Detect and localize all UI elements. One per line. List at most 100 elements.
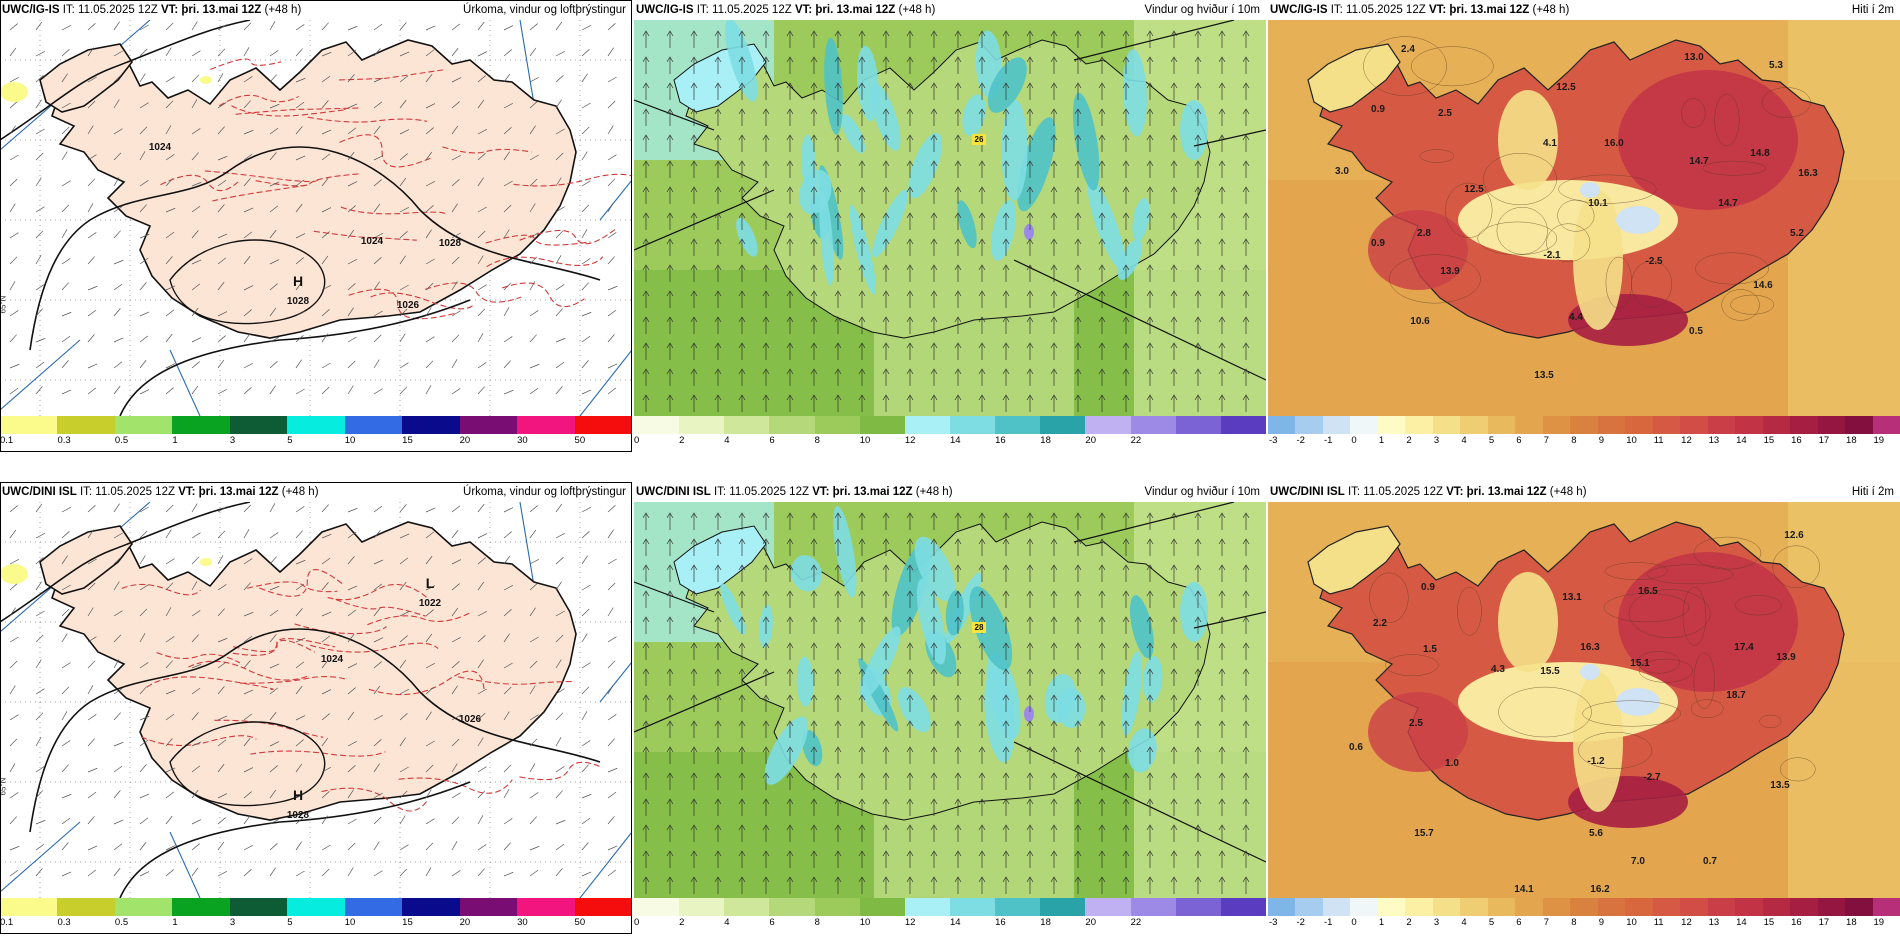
colorbar-tick-label: 0.1 (0, 917, 14, 928)
colorbar-tick-label: 10 (1626, 917, 1637, 928)
valid-time: VT: þri. 13.mai 12Z (178, 486, 279, 498)
colorbar-tick-label: 8 (1571, 435, 1577, 446)
colorbar-swatch (1085, 898, 1131, 916)
colorbar-tick-label: 0 (634, 435, 640, 446)
map-panel-dini-precip: UWC/DINI ISL IT: 11.05.2025 12Z VT: þri.… (0, 482, 632, 934)
temperature-value: 13.0 (1684, 52, 1704, 63)
colorbar (0, 416, 632, 434)
colorbar-tick-label: 16 (995, 435, 1006, 446)
temperature-value: 16.5 (1638, 586, 1658, 597)
colorbar-tick-label: 19 (1873, 435, 1885, 446)
map-area: 12.6 0.9 13.1 16.5 2.2 1.5 4.3 15.5 16.3 15.1 17.4… (1268, 502, 1900, 898)
colorbar-ticks: -3 -2 -1 0 1 2 3 4 5 6 7 8 9 10 11 12 13 14 15 16 17 18 19 (1268, 916, 1900, 930)
colorbar-swatch (1268, 416, 1296, 434)
init-time: IT: 11.05.2025 12Z (79, 486, 179, 498)
colorbar (1268, 416, 1900, 434)
colorbar-swatch (949, 898, 996, 916)
temperature-value: -2.7 (1643, 772, 1661, 783)
colorbar-swatch (814, 898, 860, 916)
panel-title: Hiti í 2m (1851, 4, 1894, 16)
temperature-value: 16.2 (1590, 884, 1610, 895)
temperature-value: 14.6 (1753, 280, 1773, 291)
colorbar-tick-label: 12 (904, 917, 916, 928)
lead-time: (+48 h) (1532, 4, 1570, 16)
colorbar-tick-label: 0.5 (114, 917, 129, 928)
temperature-value: 16.3 (1580, 642, 1600, 653)
colorbar-swatch (402, 898, 460, 916)
pressure-label: 1022 (419, 598, 442, 609)
colorbar-tick-label: 5 (1488, 917, 1495, 928)
colorbar-swatch (634, 416, 680, 434)
map-area: 2.4 13.0 5.3 0.9 2.5 12.5 4.1 16.0 14.7 14.8 16.3 3… (1268, 20, 1900, 416)
temperature-value: 13.9 (1776, 652, 1796, 663)
colorbar-swatch (1432, 898, 1461, 916)
temperature-value: 4.4 (1569, 312, 1583, 323)
temperature-isolines (121, 569, 603, 812)
colorbar (0, 898, 632, 916)
colorbar-tick-label: 14 (950, 435, 961, 446)
colorbar-tick-label: 1 (172, 435, 178, 446)
max-gust-value: 26 (975, 135, 984, 144)
colorbar-tick-label: 20 (459, 435, 471, 446)
colorbar-swatch (0, 898, 58, 916)
panel-title: Úrkoma, vindur og loftþrýstingur (463, 486, 626, 498)
colorbar-swatch (1872, 416, 1900, 434)
colorbar-swatch (1845, 898, 1873, 916)
colorbar-swatch (1487, 898, 1516, 916)
colorbar-swatch (1707, 416, 1736, 434)
colorbar-tick-label: 4 (724, 435, 730, 446)
colorbar-tick-label: 7 (1543, 435, 1550, 446)
temperature-value: 0.9 (1371, 104, 1385, 115)
panel-header: UWC/IG-IS IT: 11.05.2025 12Z VT: þri. 13… (636, 0, 1260, 20)
colorbar-swatch (114, 416, 173, 434)
map-panel-dini-temp: UWC/DINI ISL IT: 11.05.2025 12Z VT: þri.… (1268, 482, 1900, 934)
colorbar-tick-label: -3 (1269, 435, 1278, 446)
colorbar-swatch (1460, 416, 1488, 434)
colorbar-tick-label: 13 (1708, 917, 1720, 928)
valid-time: VT: þri. 13.mai 12Z (812, 486, 913, 498)
max-gust-badge (972, 622, 986, 633)
map-area: H 1028 1024 1024 1028 1026 (0, 20, 632, 416)
colorbar-tick-label: 22 (1130, 917, 1142, 928)
temperature-value: 12.6 (1784, 530, 1804, 541)
temperature-value: 16.3 (1798, 168, 1818, 179)
colorbar-swatch (1790, 898, 1818, 916)
colorbar-tick-label: 1 (1378, 917, 1385, 928)
colorbar-swatch (1515, 416, 1543, 434)
temperature-value: -2.5 (1645, 256, 1663, 267)
init-time: IT: 11.05.2025 12Z (1347, 486, 1447, 498)
temperature-value: 17.4 (1734, 642, 1754, 653)
colorbar-swatch (859, 898, 905, 916)
colorbar-swatch (1570, 898, 1598, 916)
colorbar-swatch (1735, 416, 1763, 434)
gust-areas (634, 20, 1266, 381)
colorbar-swatch (574, 416, 632, 434)
isotherms (1369, 536, 1820, 782)
colorbar-swatch (1405, 898, 1433, 916)
temperature-value: 5.6 (1589, 828, 1603, 839)
colorbar-swatch (574, 898, 632, 916)
model-name: UWC/IG-IS (636, 4, 694, 16)
colorbar-swatch (814, 416, 860, 434)
colorbar-tick-label: 16 (1791, 435, 1802, 446)
panel-header: UWC/DINI ISL IT: 11.05.2025 12Z VT: þri.… (636, 482, 1260, 502)
temperature-value: 2.8 (1417, 228, 1431, 239)
temperature-value: 14.7 (1718, 198, 1738, 209)
colorbar-tick-label: 3 (229, 917, 236, 928)
colorbar-tick-label: 17 (1818, 435, 1830, 446)
valid-time: VT: þri. 13.mai 12Z (160, 4, 262, 16)
colorbar-tick-label: 0 (634, 917, 640, 928)
colorbar-swatch (229, 898, 288, 916)
init-time: IT: 11.05.2025 12Z (713, 486, 813, 498)
precip-area (200, 558, 212, 566)
temperature-value: 13.1 (1562, 592, 1582, 603)
temperature-value: 14.1 (1514, 884, 1534, 895)
colorbar-tick-label: 6 (1516, 917, 1522, 928)
colorbar-tick-label: 22 (1130, 435, 1142, 446)
map-svg: 26 (634, 20, 1266, 416)
valid-time: VT: þri. 13.mai 12Z (1428, 4, 1530, 16)
colorbar-swatch (287, 416, 345, 434)
colorbar-tick-label: 7 (1543, 917, 1550, 928)
model-name: UWC/IG-IS (2, 4, 60, 16)
wind-barbs (9, 21, 618, 395)
